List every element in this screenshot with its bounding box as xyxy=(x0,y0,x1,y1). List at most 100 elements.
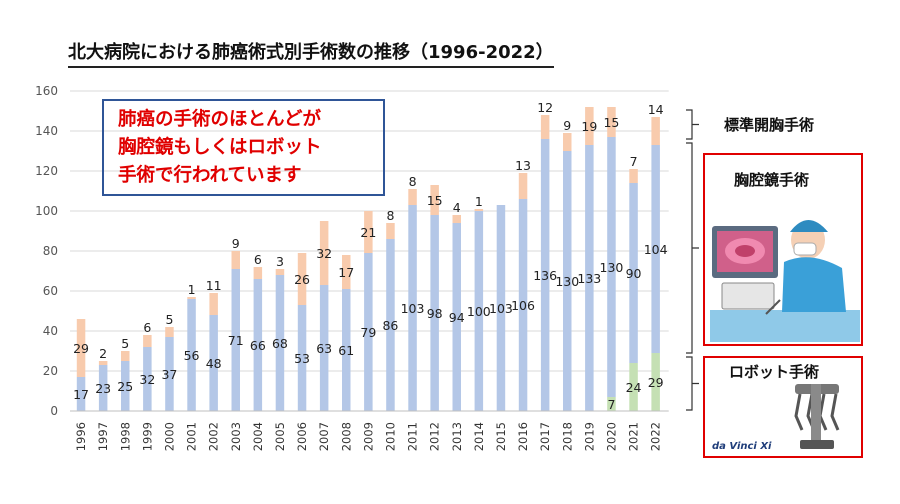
open-value-label: 11 xyxy=(206,278,222,293)
robot-column xyxy=(811,384,821,442)
vats-bar xyxy=(430,215,439,411)
x-tick-label: 2012 xyxy=(428,422,442,451)
vats-value-label: 98 xyxy=(427,306,443,321)
y-tick-label: 40 xyxy=(43,324,58,338)
x-tick-label: 2022 xyxy=(649,422,663,451)
vats-bar xyxy=(187,299,196,411)
vats-value-label: 136 xyxy=(533,268,557,283)
open-value-label: 21 xyxy=(360,225,376,240)
annotation-callout: 肺癌の手術のほとんどが 胸腔鏡もしくはロボット 手術で行われています xyxy=(102,99,385,196)
vats-bar xyxy=(275,275,285,411)
vats-bar xyxy=(231,269,240,411)
open-value-label: 12 xyxy=(537,100,553,115)
open-value-label: 5 xyxy=(165,312,173,327)
x-tick-label: 2015 xyxy=(494,422,508,451)
robot-highlight-box xyxy=(703,356,863,458)
endoscope-view-center xyxy=(735,245,755,257)
vats-bar xyxy=(629,183,638,363)
x-tick-label: 2019 xyxy=(582,422,596,451)
x-tick-label: 2003 xyxy=(229,422,243,451)
surgical-gown xyxy=(782,257,846,312)
open-bar xyxy=(585,107,594,145)
open-value-label: 14 xyxy=(648,102,664,117)
surgical-cap xyxy=(790,220,828,232)
open-value-label: 3 xyxy=(276,254,284,269)
open-bar xyxy=(342,255,351,289)
x-tick-label: 1998 xyxy=(118,422,132,451)
vats-bar xyxy=(386,239,395,411)
open-bar xyxy=(430,185,439,215)
vats-bar xyxy=(342,289,351,411)
vats-bar xyxy=(651,145,660,353)
x-tick-label: 2010 xyxy=(383,422,397,451)
vats-bar xyxy=(452,223,461,411)
x-tick-label: 1997 xyxy=(96,422,110,451)
open-value-label: 29 xyxy=(73,341,89,356)
open-bar xyxy=(275,269,285,275)
open-value-label: 19 xyxy=(581,119,597,134)
x-tick-label: 2006 xyxy=(295,422,309,451)
robot-base xyxy=(800,440,834,449)
vats-value-label: 106 xyxy=(511,298,535,313)
vats-value-label: 32 xyxy=(139,372,155,387)
vats-bar xyxy=(408,205,417,411)
robot-bar xyxy=(629,363,638,411)
open-value-label: 5 xyxy=(121,336,129,351)
vats-highlight-box xyxy=(703,153,863,346)
open-value-label: 9 xyxy=(232,236,240,251)
open-value-label: 1 xyxy=(188,282,196,297)
vats-value-label: 130 xyxy=(600,260,624,275)
open-value-label: 6 xyxy=(143,320,151,335)
open-value-label: 15 xyxy=(603,115,619,130)
open-bar xyxy=(231,251,240,269)
vats-value-label: 133 xyxy=(577,271,601,286)
surgical-mask xyxy=(793,242,817,256)
annotation-line: 胸腔鏡もしくはロボット xyxy=(118,137,322,158)
open-bar xyxy=(98,361,108,365)
vats-value-label: 94 xyxy=(449,310,465,325)
vats-bar xyxy=(253,279,263,411)
open-value-label: 15 xyxy=(427,193,443,208)
vats-bar xyxy=(76,377,86,411)
x-tick-label: 2004 xyxy=(251,422,265,451)
vats-value-label: 68 xyxy=(272,336,288,351)
vats-value-label: 103 xyxy=(401,301,425,316)
annotation-line: 手術で行われています xyxy=(118,165,302,186)
vats-bar xyxy=(518,199,528,411)
open-surgery-bracket xyxy=(686,109,699,140)
y-tick-label: 160 xyxy=(35,84,58,98)
x-tick-label: 2021 xyxy=(627,422,641,451)
y-tick-label: 120 xyxy=(35,164,58,178)
open-bar xyxy=(76,319,86,377)
vats-value-label: 53 xyxy=(294,351,310,366)
chart-title: 北大病院における肺癌術式別手術数の推移（1996-2022） xyxy=(68,38,554,68)
vats-value-label: 56 xyxy=(184,348,200,363)
open-value-label: 9 xyxy=(563,118,571,133)
vats-bar xyxy=(98,365,108,411)
equipment-cart xyxy=(721,282,775,310)
open-bar xyxy=(474,209,484,211)
open-bar xyxy=(607,107,616,137)
vats-value-label: 63 xyxy=(316,341,332,356)
robot-bar xyxy=(607,397,616,411)
x-tick-label: 2009 xyxy=(361,422,375,451)
open-bar xyxy=(386,223,395,239)
y-tick-label: 80 xyxy=(43,244,58,258)
x-tick-label: 1999 xyxy=(140,422,154,451)
y-tick-label: 0 xyxy=(50,404,58,418)
vats-bracket xyxy=(686,142,699,354)
vats-bar xyxy=(585,145,594,411)
x-tick-label: 2017 xyxy=(538,422,552,451)
y-tick-label: 100 xyxy=(35,204,58,218)
vats-bar xyxy=(496,205,506,411)
open-value-label: 32 xyxy=(316,246,332,261)
vats-bar xyxy=(121,361,130,411)
vats-value-label: 48 xyxy=(206,356,222,371)
x-tick-label: 2000 xyxy=(162,422,176,451)
vats-value-label: 17 xyxy=(73,387,89,402)
vats-value-label: 71 xyxy=(228,333,244,348)
vats-bar xyxy=(209,315,218,411)
vats-value-label: 66 xyxy=(250,338,266,353)
vats-bar xyxy=(474,211,484,411)
open-surgery-label: 標準開胸手術 xyxy=(724,116,815,134)
